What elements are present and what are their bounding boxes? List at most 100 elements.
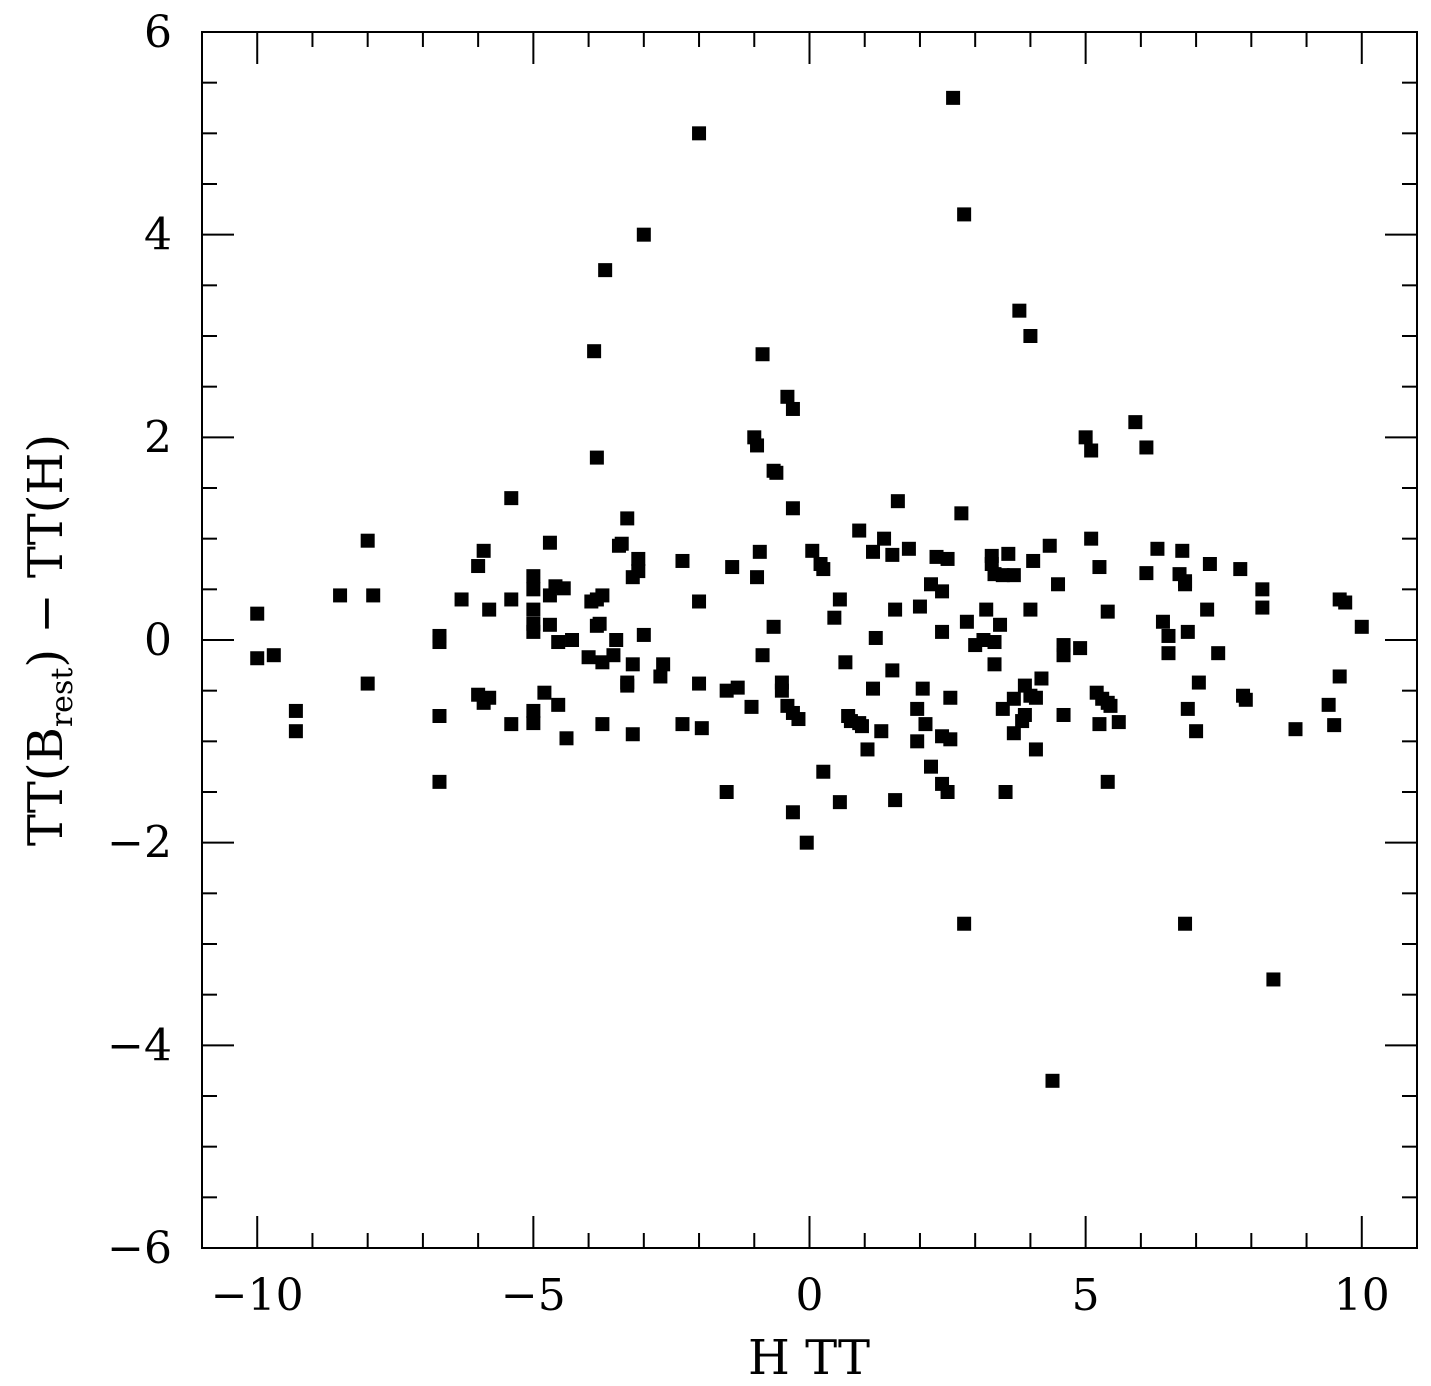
data-point [1150,541,1165,556]
data-point [890,494,905,509]
data-point [250,606,265,621]
data-point [609,633,624,647]
data-point [360,533,375,548]
data-point [1128,415,1143,430]
data-point [1255,582,1270,597]
data-point [915,681,930,696]
data-point [476,543,491,558]
data-point [1338,595,1353,610]
data-point [526,624,541,639]
data-point [785,401,800,416]
data-point [692,126,707,141]
data-point [631,551,646,566]
data-point [832,795,847,810]
data-point [791,712,806,727]
data-point [1084,531,1099,546]
y-axis-title-subscript: rest [45,668,80,728]
data-point [744,699,759,714]
data-point [1178,916,1193,931]
data-point [1006,726,1021,741]
data-point [750,438,765,453]
data-point [755,347,770,362]
data-point [785,501,800,516]
x-tick-label: −5 [501,1270,566,1321]
data-point [589,450,604,465]
data-point [1189,724,1204,739]
data-point [432,635,447,650]
axis-tick-labels: −10 −5 0 5 10 −6 −4 −2 0 2 4 6 [107,7,1390,1321]
data-point [1092,560,1107,575]
data-point [885,663,900,678]
data-point [1023,329,1038,343]
data-point [1078,430,1093,445]
data-point [366,588,381,603]
data-point [1006,568,1021,583]
data-point [816,764,831,779]
data-point [482,602,497,617]
data-point [929,549,944,564]
data-point [866,681,881,696]
data-point [752,544,767,559]
data-point [1233,562,1248,577]
data-point [805,543,820,558]
data-point [526,602,541,617]
data-point [1139,566,1154,581]
data-point [1028,690,1043,705]
x-tick-label: 5 [1072,1270,1100,1321]
data-point [918,717,933,732]
data-point [1155,614,1170,629]
data-point [589,618,604,633]
data-point [1180,701,1195,716]
data-point [288,703,303,718]
data-point [1200,602,1215,617]
data-point [1321,697,1336,712]
data-point [1100,774,1115,789]
data-point [750,570,765,585]
data-point [719,683,734,698]
data-point [959,614,974,629]
data-point [587,344,602,359]
data-point [454,592,469,607]
data-point [943,690,958,705]
data-point [1045,1073,1060,1088]
data-point [816,562,831,577]
data-point [785,805,800,820]
data-point [838,655,853,670]
data-point [888,793,903,808]
data-point [1288,722,1303,737]
data-point [1180,624,1195,639]
data-point [943,732,958,747]
y-tick-label: 4 [144,210,172,261]
y-tick-label: 0 [144,615,172,666]
data-point [288,724,303,739]
data-point [1051,577,1066,592]
data-point [1084,443,1099,458]
data-point [1175,543,1190,558]
data-point [692,594,707,609]
data-point [877,531,892,546]
y-tick-label: −6 [107,1223,172,1274]
y-tick-label: −2 [107,818,172,869]
data-point [827,610,842,625]
data-point [924,759,938,774]
data-point [598,263,613,278]
y-tick-label: 6 [144,7,172,58]
data-point [1111,715,1126,730]
data-point [940,785,955,799]
data-point [606,648,621,663]
data-point [957,207,972,222]
data-point [432,709,447,723]
data-point [1056,707,1071,722]
data-point [987,635,1002,650]
data-point [625,570,640,585]
x-tick-label: 0 [796,1270,824,1321]
data-point [595,655,610,670]
data-point [625,657,640,672]
data-point [946,90,961,105]
data-point [620,511,635,526]
data-point [1042,538,1057,553]
data-point [504,491,519,506]
data-point [542,588,557,603]
data-point [935,584,950,599]
data-point [1034,671,1049,686]
